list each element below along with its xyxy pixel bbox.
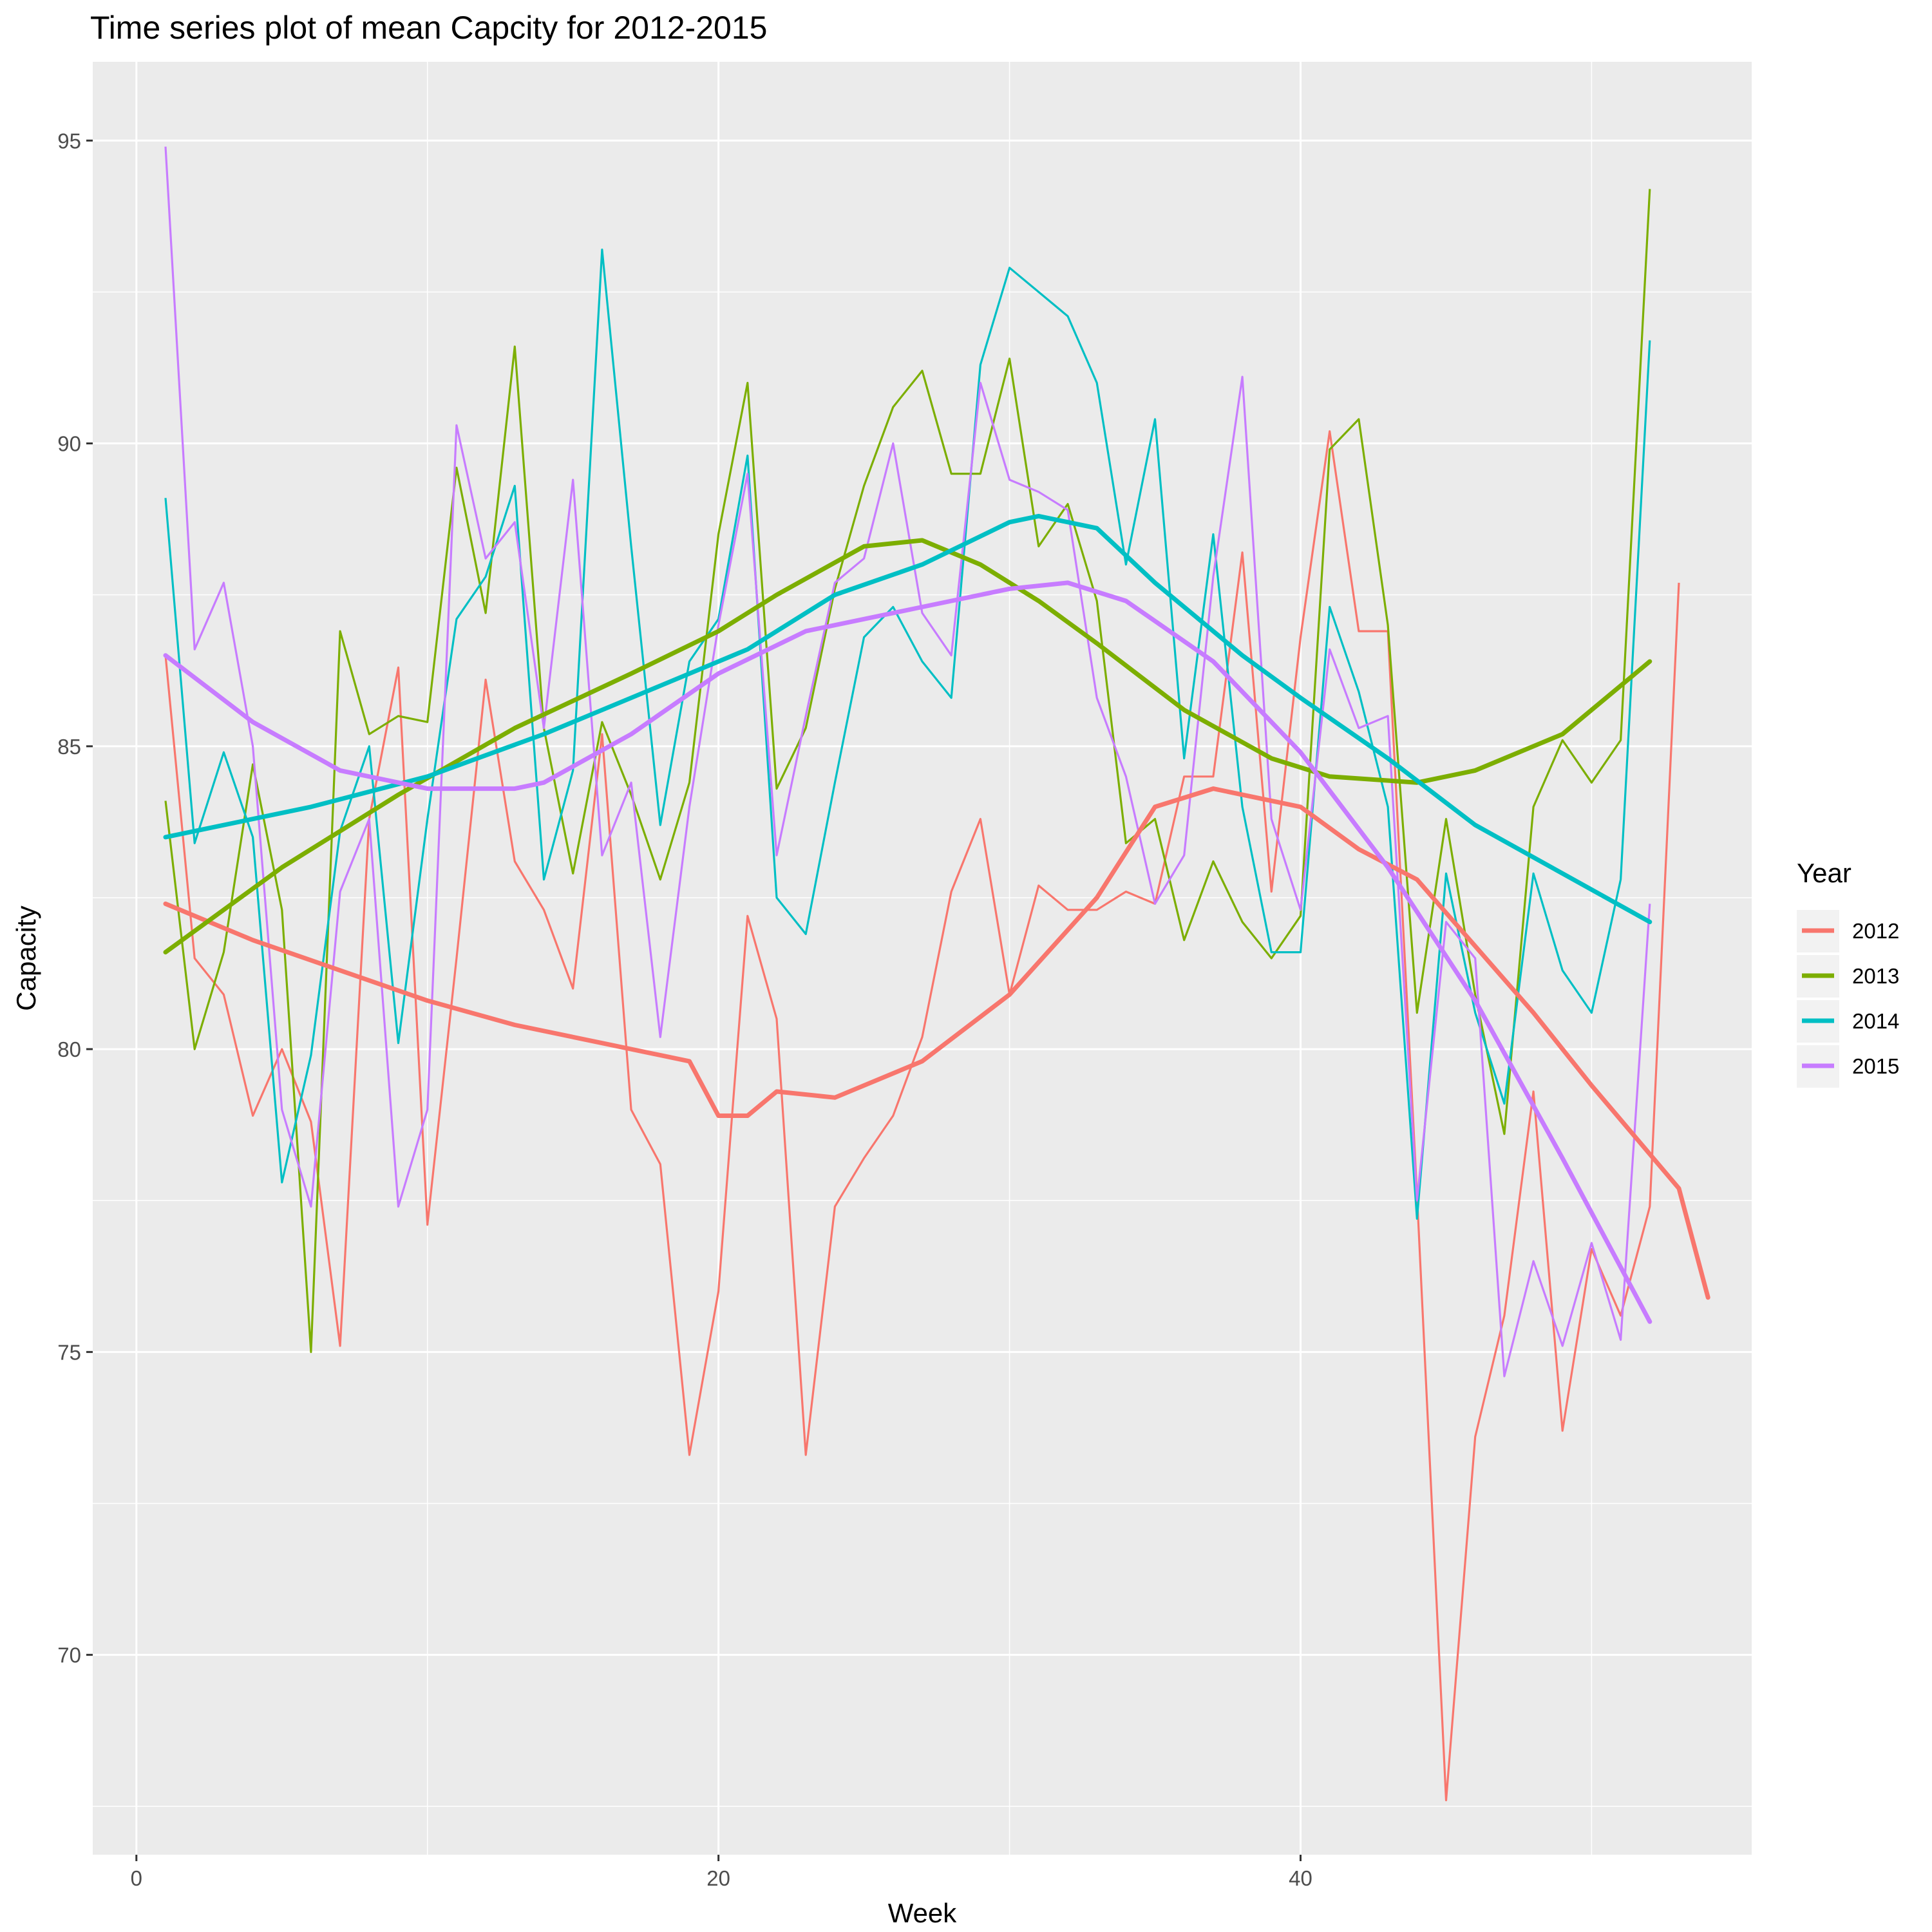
legend-label-2015: 2015: [1852, 1054, 1899, 1078]
legend-label-2013: 2013: [1852, 964, 1899, 988]
legend-label-2014: 2014: [1852, 1009, 1899, 1033]
series-line-2012: [164, 430, 1680, 1801]
x-tick-label: 40: [1289, 1866, 1312, 1890]
legend-label-2012: 2012: [1852, 919, 1899, 943]
series-layer: [163, 146, 1710, 1801]
legend: Year 2012 2013 2014 2015: [1797, 858, 1899, 1088]
axis-ticks: 0 20 40 70 75 80 85 90 95: [57, 129, 1312, 1890]
series-line-2014: [164, 249, 1651, 1220]
series-line-2015: [164, 146, 1651, 1378]
x-tick-label: 0: [131, 1866, 142, 1890]
smooth-line-2014: [163, 513, 1653, 925]
y-tick-label: 75: [57, 1340, 81, 1364]
chart-title: Time series plot of mean Capcity for 201…: [90, 10, 767, 46]
legend-title: Year: [1797, 858, 1852, 888]
x-tick-label: 20: [706, 1866, 730, 1890]
y-tick-label: 90: [57, 432, 81, 456]
plot-panel: [93, 62, 1752, 1855]
y-tick-label: 70: [57, 1643, 81, 1667]
y-tick-label: 80: [57, 1037, 81, 1061]
y-tick-label: 95: [57, 129, 81, 153]
y-axis-label: Capacity: [11, 905, 41, 1010]
series-line-2013: [164, 189, 1651, 1353]
y-tick-label: 85: [57, 735, 81, 759]
x-axis-label: Week: [888, 1898, 958, 1928]
major-gridlines: [93, 62, 1752, 1855]
smooth-line-2012: [163, 786, 1710, 1300]
smooth-line-2015: [163, 580, 1653, 1324]
